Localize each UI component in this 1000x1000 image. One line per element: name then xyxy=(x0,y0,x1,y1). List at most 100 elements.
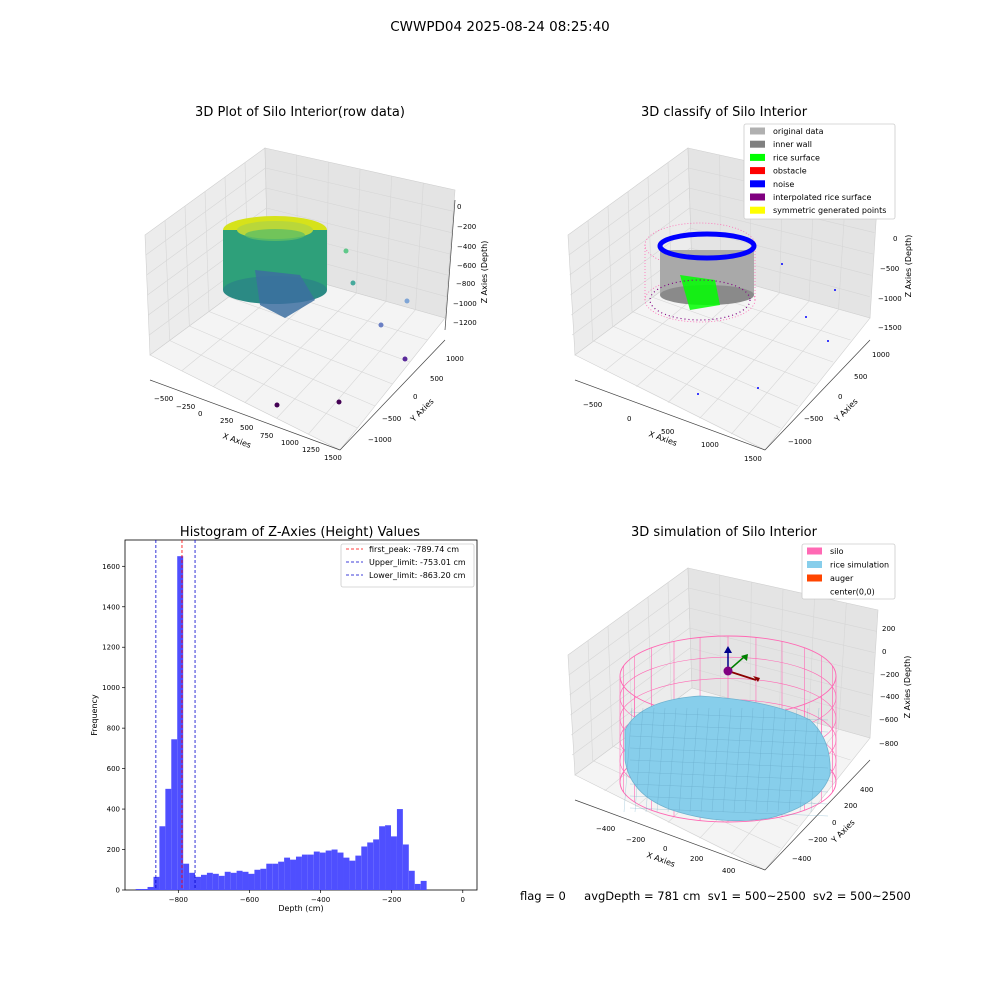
raw-outlier-point xyxy=(274,402,280,408)
simulation-z-tick: −400 xyxy=(880,693,899,701)
classify-z-ticks: 0 −500 −1000 −1500 xyxy=(878,235,902,332)
raw-outlier-point xyxy=(402,356,408,362)
histogram-bars xyxy=(135,556,427,890)
histogram-plot-area xyxy=(124,539,478,891)
histogram-x-label: Depth (cm) xyxy=(278,904,323,913)
rice-mesh-line xyxy=(810,707,820,813)
auger-x-arrow xyxy=(727,670,757,681)
legend-label: rice surface xyxy=(773,153,820,162)
raw-outlier-point xyxy=(336,399,342,405)
classify-z-tick: 0 xyxy=(893,235,897,243)
histogram-bar xyxy=(260,868,267,890)
raw-outlier-point xyxy=(404,298,410,304)
classify-noise-ring xyxy=(657,231,757,261)
simulation-rice-body xyxy=(624,695,831,822)
classify-gridlines xyxy=(568,154,877,435)
histogram-bar xyxy=(165,788,172,890)
simulation-z-tick: 0 xyxy=(882,648,886,656)
rice-mesh-line xyxy=(744,707,754,813)
simulation-3d-panel: 3D simulation of Silo Interior xyxy=(567,525,912,875)
histogram-panel: Histogram of Z-Axies (Height) Values −80… xyxy=(90,525,478,913)
legend-swatch xyxy=(750,193,765,201)
histogram-bar xyxy=(295,856,302,890)
simulation-y-tick: −200 xyxy=(808,836,827,844)
raw-y-tick: −500 xyxy=(382,415,401,423)
raw-x-tick: 250 xyxy=(220,417,233,425)
raw-x-tick: −500 xyxy=(154,395,173,403)
y-tick-label: 400 xyxy=(107,806,120,814)
raw-x-tick: −250 xyxy=(176,403,195,411)
rice-mesh-line xyxy=(629,735,829,745)
rice-mesh-line xyxy=(629,723,829,733)
legend-swatch xyxy=(750,140,765,148)
histogram-bar xyxy=(325,850,332,890)
histogram-bar xyxy=(177,556,184,890)
raw-z-tick: −400 xyxy=(457,243,476,251)
classify-y-tick: 500 xyxy=(854,373,867,381)
classify-z-tick: −1000 xyxy=(878,295,902,303)
histogram-bar xyxy=(218,875,225,890)
classify-y-label: Y Axies xyxy=(832,397,860,425)
histogram-bar xyxy=(284,857,291,890)
classify-noise-point xyxy=(781,263,783,265)
x-tick-label: −400 xyxy=(311,896,330,904)
raw-panel-title: 3D Plot of Silo Interior(row data) xyxy=(195,105,405,120)
raw-z-tick: −200 xyxy=(457,223,476,231)
simulation-y-ticks: 400 200 0 −200 −400 xyxy=(792,786,873,863)
raw-y-axis-line xyxy=(339,339,446,451)
legend-label: center(0,0) xyxy=(830,588,875,597)
classify-noise-point xyxy=(757,387,759,389)
rice-mesh-line xyxy=(678,707,688,813)
classify-noise-point xyxy=(827,340,829,342)
avg-depth-text: avgDepth = 781 cm xyxy=(584,889,701,903)
rice-mesh-line xyxy=(629,807,829,817)
simulation-legend-box xyxy=(801,543,896,600)
simulation-y-tick: −400 xyxy=(792,855,811,863)
legend-label: obstacle xyxy=(773,167,807,176)
histogram-bar xyxy=(367,842,374,890)
simulation-x-tick: −200 xyxy=(626,836,645,844)
classify-x-tick: 1000 xyxy=(701,441,719,449)
simulation-z-tick: −800 xyxy=(879,740,898,748)
raw-z-tick: −1000 xyxy=(453,300,477,308)
rice-mesh-line xyxy=(634,707,644,813)
legend-label: noise xyxy=(773,180,794,189)
classify-z-label: Z Axies (Depth) xyxy=(904,235,913,298)
y-tick-label: 200 xyxy=(107,846,120,854)
classify-legend: original data inner wall rice surface obsta… xyxy=(743,123,896,220)
histogram-bar xyxy=(355,855,362,890)
rice-mesh-line xyxy=(700,707,710,813)
raw-x-tick: 1250 xyxy=(302,446,320,454)
histogram-bar xyxy=(189,872,196,890)
raw-outlier-point xyxy=(350,280,356,286)
classify-rice-surface xyxy=(680,275,720,310)
histogram-bar xyxy=(307,854,314,890)
raw-z-tick: 0 xyxy=(457,203,461,211)
classify-interpolated-ring xyxy=(649,279,751,321)
y-tick-label: 1600 xyxy=(102,563,120,571)
raw-z-axis-line xyxy=(444,199,456,331)
y-tick-label: 600 xyxy=(107,765,120,773)
legend-label: symmetric generated points xyxy=(773,206,886,215)
simulation-z-label: Z Axies (Depth) xyxy=(903,656,912,719)
legend-label: Lower_limit: -863.20 cm xyxy=(369,571,466,580)
classify-x-ticks: −500 0 500 1000 1500 xyxy=(583,401,762,463)
classify-y-tick: 0 xyxy=(838,393,842,401)
classify-legend-box xyxy=(743,123,896,220)
histogram-bar xyxy=(390,836,397,890)
classify-3d-panel: 3D classify of Silo Interior xyxy=(567,105,913,463)
y-tick-label: 1200 xyxy=(102,644,120,652)
status-footer: flag = 0 avgDepth = 781 cm sv1 = 500~250… xyxy=(520,889,911,903)
simulation-y-tick: 0 xyxy=(832,819,836,827)
classify-y-tick: −1000 xyxy=(788,438,812,446)
rice-mesh-line xyxy=(766,707,776,813)
rice-mesh-line xyxy=(629,747,829,757)
histogram-bar xyxy=(408,870,415,890)
histogram-bar xyxy=(254,869,261,890)
simulation-panel-title: 3D simulation of Silo Interior xyxy=(631,525,818,540)
histogram-bar xyxy=(200,874,207,890)
simulation-z-tick: −200 xyxy=(880,671,899,679)
legend-label: silo xyxy=(830,547,844,556)
simulation-x-label: X Axies xyxy=(645,850,676,869)
classify-x-tick: −500 xyxy=(583,401,602,409)
